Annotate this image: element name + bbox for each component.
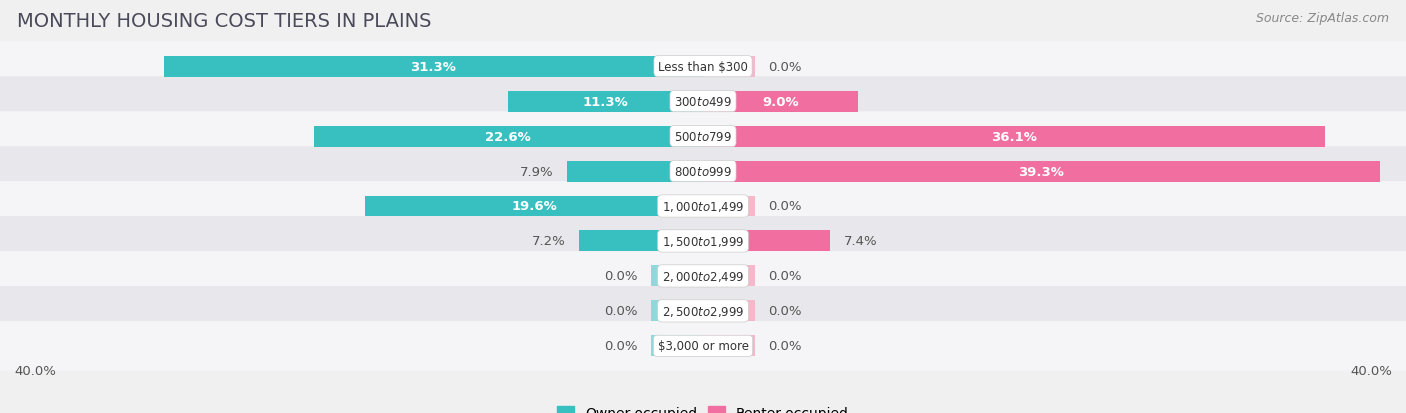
Text: 7.9%: 7.9% xyxy=(520,165,553,178)
Text: 0.0%: 0.0% xyxy=(769,200,801,213)
Text: $1,000 to $1,499: $1,000 to $1,499 xyxy=(662,199,744,214)
Text: 39.3%: 39.3% xyxy=(1018,165,1064,178)
Text: 31.3%: 31.3% xyxy=(411,61,457,74)
Text: 0.0%: 0.0% xyxy=(769,305,801,318)
FancyBboxPatch shape xyxy=(0,321,1406,371)
Text: 40.0%: 40.0% xyxy=(14,364,56,377)
FancyBboxPatch shape xyxy=(0,77,1406,127)
Text: Less than $300: Less than $300 xyxy=(658,61,748,74)
Text: $3,000 or more: $3,000 or more xyxy=(658,339,748,352)
Bar xyxy=(703,196,755,217)
Bar xyxy=(703,126,1324,147)
Bar xyxy=(651,266,703,287)
Text: $800 to $999: $800 to $999 xyxy=(673,165,733,178)
FancyBboxPatch shape xyxy=(0,147,1406,197)
FancyBboxPatch shape xyxy=(0,286,1406,336)
Legend: Owner-occupied, Renter-occupied: Owner-occupied, Renter-occupied xyxy=(551,401,855,413)
FancyBboxPatch shape xyxy=(0,252,1406,301)
Text: 0.0%: 0.0% xyxy=(769,339,801,352)
Bar xyxy=(579,231,703,252)
Text: 7.4%: 7.4% xyxy=(844,235,877,248)
Text: 11.3%: 11.3% xyxy=(583,95,628,108)
Text: 9.0%: 9.0% xyxy=(762,95,799,108)
Bar xyxy=(703,266,755,287)
Bar xyxy=(567,161,703,182)
Bar xyxy=(366,196,703,217)
FancyBboxPatch shape xyxy=(0,216,1406,266)
Bar xyxy=(165,57,703,78)
FancyBboxPatch shape xyxy=(0,112,1406,161)
Text: 7.2%: 7.2% xyxy=(531,235,565,248)
Bar xyxy=(314,126,703,147)
Bar xyxy=(703,91,858,112)
Text: 36.1%: 36.1% xyxy=(991,130,1036,143)
Text: 0.0%: 0.0% xyxy=(605,339,637,352)
Bar xyxy=(703,161,1379,182)
Bar xyxy=(703,231,831,252)
Text: $2,000 to $2,499: $2,000 to $2,499 xyxy=(662,269,744,283)
FancyBboxPatch shape xyxy=(0,42,1406,92)
FancyBboxPatch shape xyxy=(0,182,1406,231)
Text: $300 to $499: $300 to $499 xyxy=(673,95,733,108)
Text: Source: ZipAtlas.com: Source: ZipAtlas.com xyxy=(1256,12,1389,25)
Text: $2,500 to $2,999: $2,500 to $2,999 xyxy=(662,304,744,318)
Text: 0.0%: 0.0% xyxy=(605,270,637,283)
Text: MONTHLY HOUSING COST TIERS IN PLAINS: MONTHLY HOUSING COST TIERS IN PLAINS xyxy=(17,12,432,31)
Text: 40.0%: 40.0% xyxy=(1350,364,1392,377)
Text: 0.0%: 0.0% xyxy=(769,61,801,74)
Text: 22.6%: 22.6% xyxy=(485,130,531,143)
Bar xyxy=(703,335,755,356)
Text: $1,500 to $1,999: $1,500 to $1,999 xyxy=(662,235,744,248)
Text: 0.0%: 0.0% xyxy=(605,305,637,318)
Bar xyxy=(651,335,703,356)
Text: 19.6%: 19.6% xyxy=(512,200,557,213)
Bar xyxy=(509,91,703,112)
Text: 0.0%: 0.0% xyxy=(769,270,801,283)
Bar xyxy=(703,57,755,78)
Bar xyxy=(703,301,755,322)
Text: $500 to $799: $500 to $799 xyxy=(673,130,733,143)
Bar xyxy=(651,301,703,322)
